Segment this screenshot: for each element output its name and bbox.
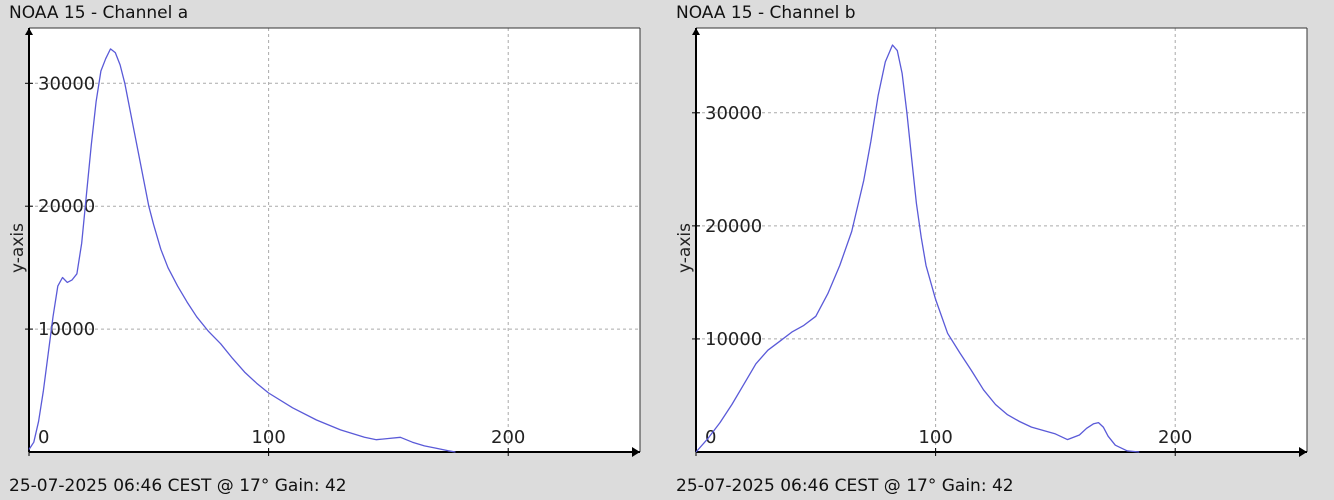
- chart-panel-channel-b: NOAA 15 - Channel b 0 100 200 10000 20000 300…: [667, 0, 1334, 500]
- y-tick-label: 10000: [38, 319, 95, 340]
- y-axis-label: y-axis: [675, 223, 695, 273]
- y-tick-label: 30000: [705, 103, 762, 124]
- plot-area: [696, 28, 1307, 452]
- y-tick-label: 20000: [38, 196, 95, 217]
- chart-panel-channel-a: NOAA 15 - Channel a 0 100 200 10000 20000 300…: [8, 3, 641, 496]
- y-tick-label: 20000: [705, 216, 762, 237]
- x-tick-label: 100: [251, 427, 285, 448]
- x-tick-label: 200: [1158, 427, 1192, 448]
- x-tick-label: 0: [38, 427, 49, 448]
- y-tick-label: 30000: [38, 73, 95, 94]
- plot-area: [29, 28, 640, 452]
- x-axis-arrow: [632, 447, 640, 457]
- y-axis-arrow: [25, 28, 33, 35]
- y-axis-label: y-axis: [8, 223, 28, 273]
- series-line: [695, 44, 1140, 453]
- line-chart-channel-b: 0 100 200 10000 20000 30000 y-axis: [675, 27, 1308, 457]
- chart-title: NOAA 15 - Channel b: [676, 3, 856, 23]
- x-tick-label: 100: [918, 427, 952, 448]
- chart-footer: 25-07-2025 06:46 CEST @ 17° Gain: 42: [9, 476, 347, 496]
- x-tick-label: 200: [491, 427, 525, 448]
- series-line: [28, 48, 456, 453]
- x-axis-arrow: [1299, 447, 1307, 457]
- line-chart-channel-a: 0 100 200 10000 20000 30000 y-axis: [8, 27, 641, 457]
- x-tick-label: 0: [705, 427, 716, 448]
- y-axis-arrow: [692, 28, 700, 35]
- chart-title: NOAA 15 - Channel a: [9, 3, 189, 23]
- y-tick-label: 10000: [705, 329, 762, 350]
- chart-footer: 25-07-2025 06:46 CEST @ 17° Gain: 42: [676, 476, 1014, 496]
